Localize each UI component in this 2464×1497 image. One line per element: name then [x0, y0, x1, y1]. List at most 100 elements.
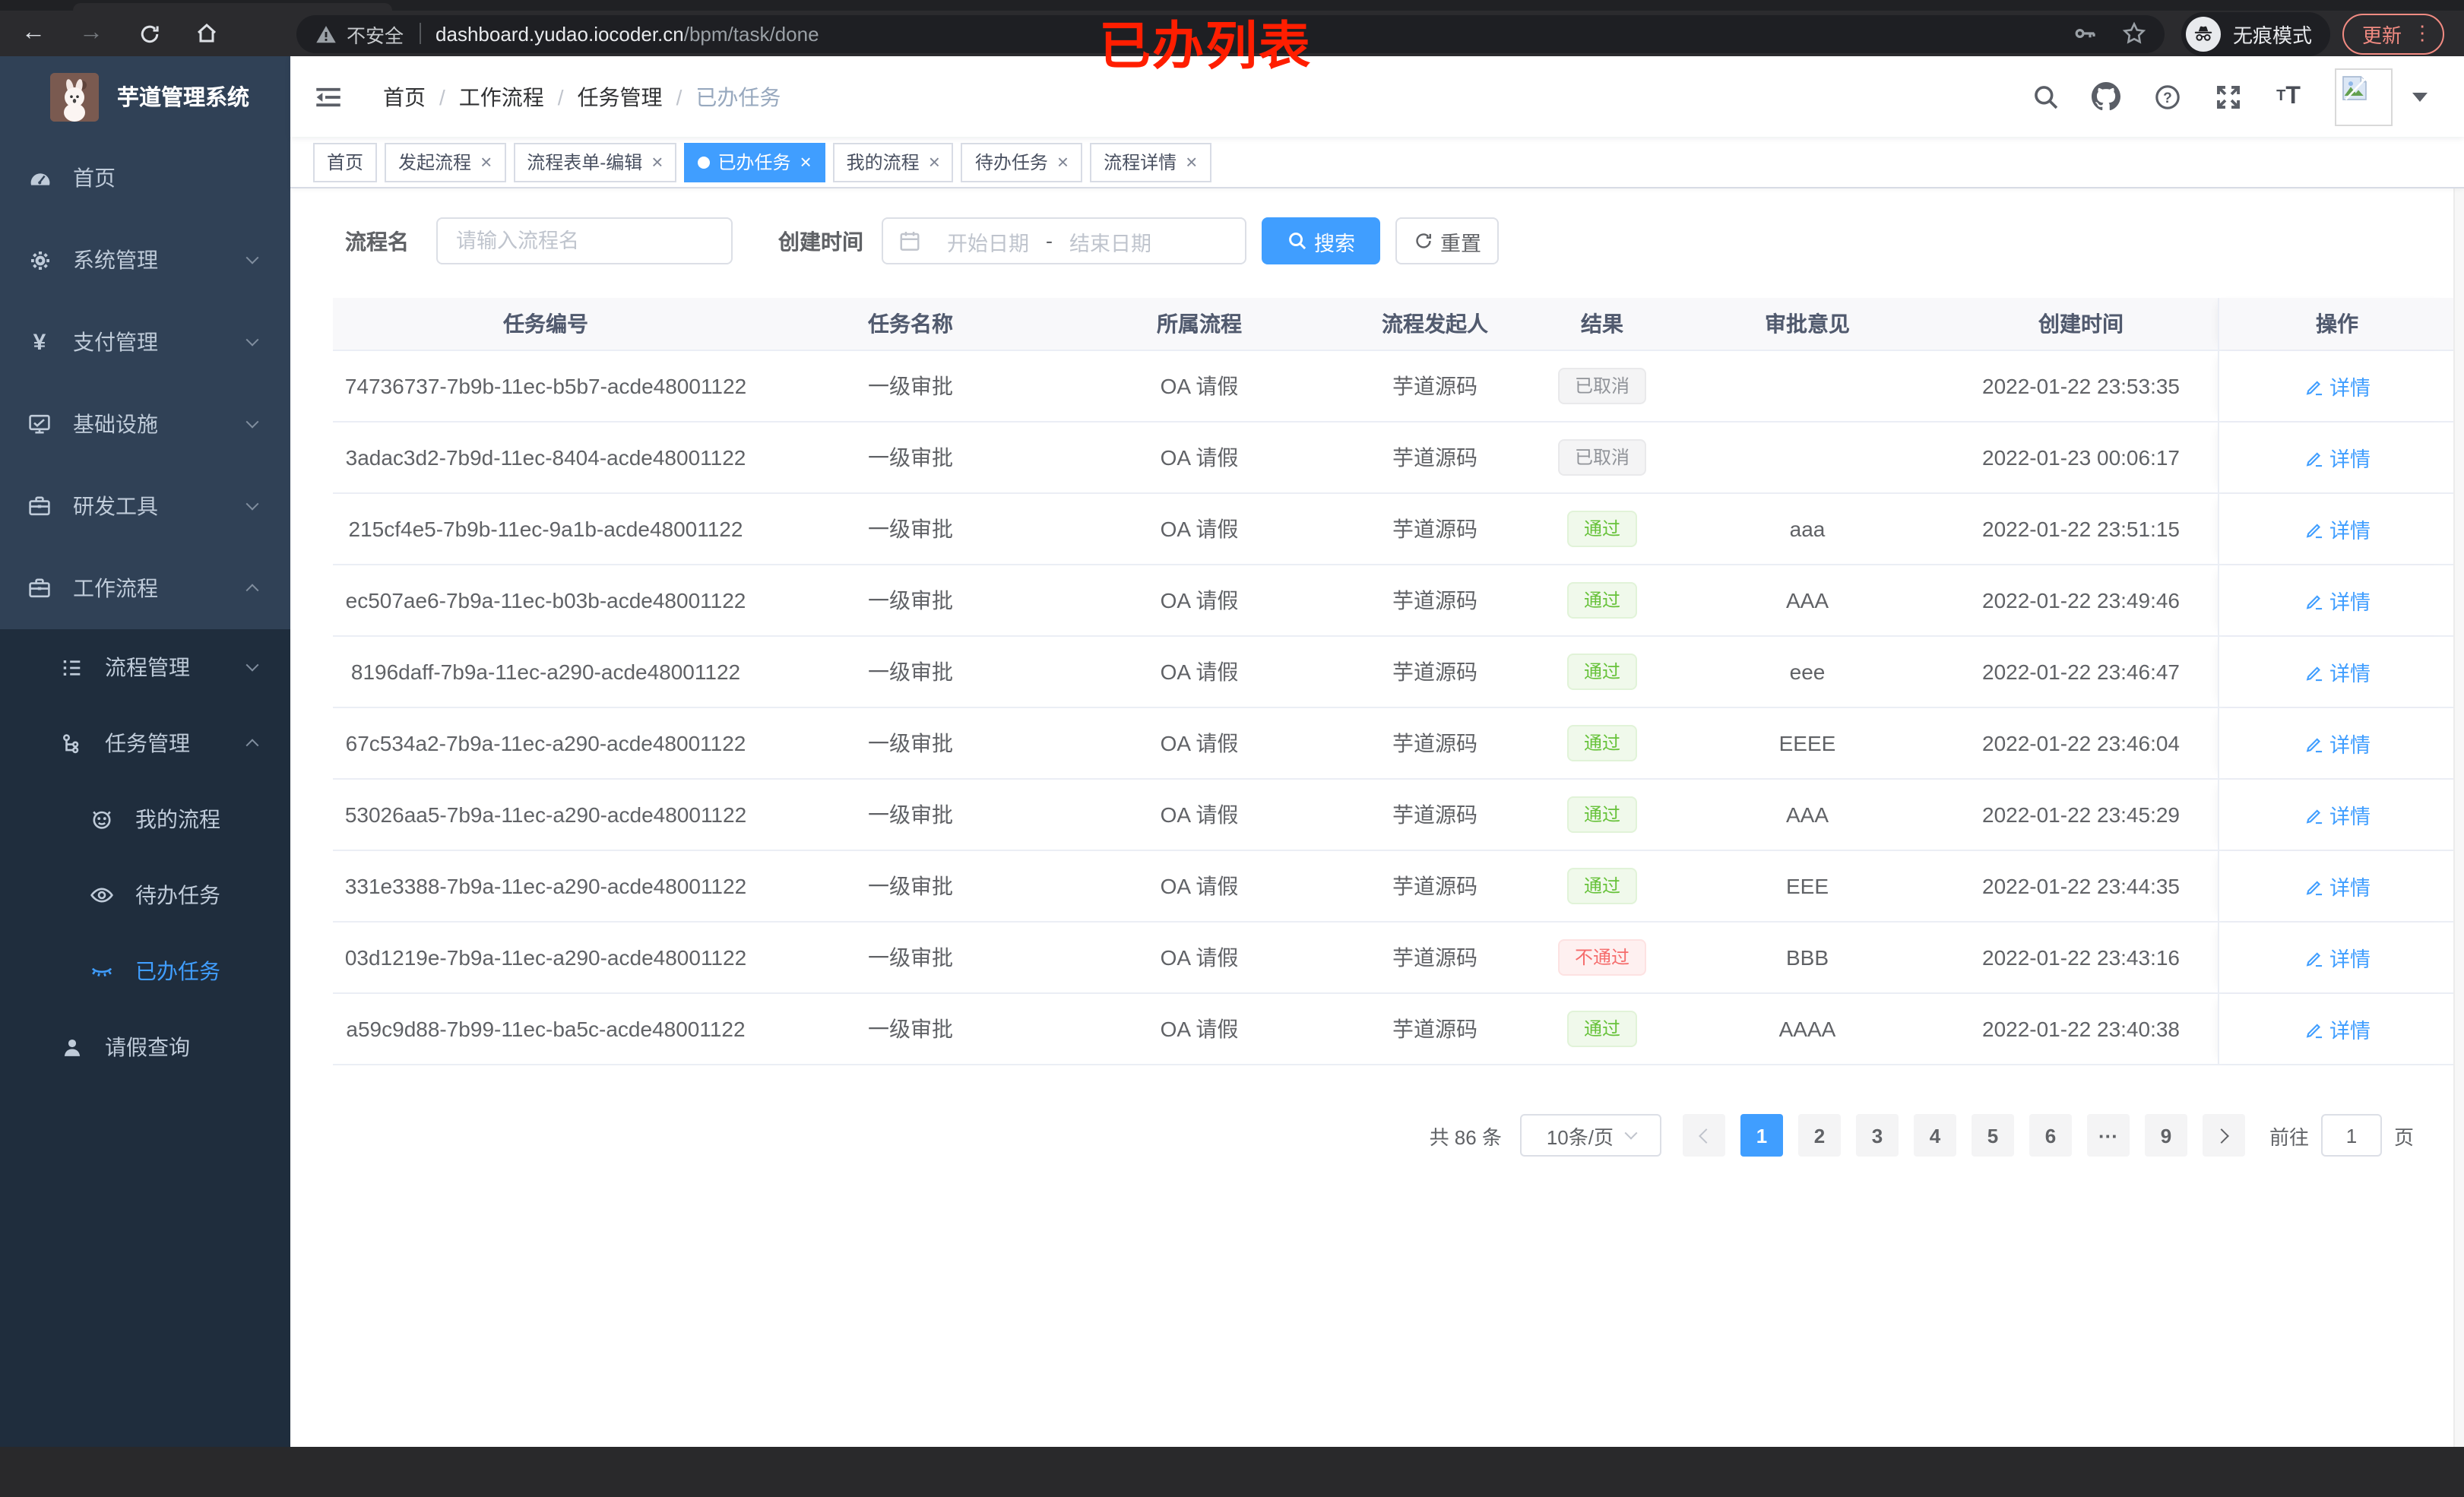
page-button-4[interactable]: 4: [1913, 1114, 1956, 1157]
detail-link[interactable]: 详情: [2304, 871, 2371, 901]
sidebar-item-label: 研发工具: [73, 494, 158, 518]
prev-page-button[interactable]: [1682, 1114, 1725, 1157]
breadcrumb-home[interactable]: 首页: [383, 84, 426, 109]
app-logo-row[interactable]: 芋道管理系统: [0, 56, 290, 137]
detail-link[interactable]: 详情: [2304, 442, 2371, 473]
page-button-3[interactable]: 3: [1855, 1114, 1899, 1157]
page-button-6[interactable]: 6: [2029, 1114, 2072, 1157]
page-button-1[interactable]: 1: [1740, 1114, 1783, 1157]
sidebar-item-my-process[interactable]: 我的流程: [0, 781, 290, 857]
breadcrumb: 首页 / 工作流程 / 任务管理 / 已办任务: [383, 81, 781, 112]
breadcrumb-separator: /: [676, 84, 683, 109]
key-icon[interactable]: [2073, 21, 2098, 46]
back-button[interactable]: ←: [21, 20, 46, 46]
page-button-9[interactable]: 9: [2144, 1114, 2187, 1157]
help-icon[interactable]: ?: [2152, 82, 2181, 111]
breadcrumb-task-mgmt[interactable]: 任务管理: [577, 84, 663, 109]
start-date-input[interactable]: 开始日期: [947, 232, 1029, 255]
tab-process-detail[interactable]: 流程详情 ×: [1090, 142, 1211, 182]
refresh-button[interactable]: [128, 14, 170, 53]
sidebar-toggle-icon[interactable]: [313, 81, 344, 112]
table-row: 331e3388-7b9a-11ec-a290-acde48001122 一级审批…: [333, 851, 2455, 923]
tab-todo-tasks[interactable]: 待办任务 ×: [961, 142, 1083, 182]
tab-my-process[interactable]: 我的流程 ×: [832, 142, 954, 182]
search-icon[interactable]: [2031, 82, 2060, 111]
svg-text:?: ?: [2162, 90, 2171, 106]
sidebar-item-workflow[interactable]: 工作流程: [0, 547, 290, 629]
chevron-icon: [245, 739, 259, 752]
avatar[interactable]: [2335, 68, 2393, 125]
breadcrumb-workflow[interactable]: 工作流程: [458, 84, 544, 109]
tab-done-tasks[interactable]: 已办任务 ×: [684, 142, 825, 182]
detail-link[interactable]: 详情: [2304, 942, 2371, 973]
sidebar-item-devtools[interactable]: 研发工具: [0, 465, 290, 547]
close-icon-my-process[interactable]: ×: [928, 150, 940, 173]
detail-link[interactable]: 详情: [2304, 1014, 2371, 1044]
scrollbar-track[interactable]: [2453, 56, 2464, 1447]
sidebar-item-done-tasks[interactable]: 已办任务: [0, 933, 290, 1009]
sidebar-item-infra[interactable]: 基础设施: [0, 383, 290, 465]
browser-menu-icon[interactable]: ⋮: [2412, 21, 2433, 44]
page-size-value: 10条/页: [1546, 1125, 1614, 1148]
date-range-picker[interactable]: 开始日期 - 结束日期: [882, 217, 1246, 264]
update-button[interactable]: 更新 ⋮: [2342, 13, 2445, 54]
avatar-caret-icon[interactable]: [2412, 92, 2428, 101]
page-size-select[interactable]: 10条/页: [1519, 1114, 1661, 1157]
incognito-badge: 无痕模式: [2181, 11, 2331, 55]
task-id-cell: 53026aa5-7b9a-11ec-a290-acde48001122: [344, 802, 747, 827]
monitor-icon: [27, 412, 52, 436]
fullscreen-icon[interactable]: [2213, 82, 2242, 111]
result-badge: 已取消: [1557, 368, 1646, 404]
sidebar-item-leave-query[interactable]: 请假查询: [0, 1009, 290, 1085]
url-host: dashboard.yudao.iocoder.cn: [435, 22, 684, 45]
opinion-cell: EEE: [1785, 874, 1829, 898]
home-button[interactable]: [185, 14, 228, 53]
created-cell: 2022-01-22 23:53:35: [1982, 374, 2180, 398]
opinion-cell: aaa: [1789, 517, 1826, 541]
tab-home[interactable]: 首页: [313, 142, 378, 182]
detail-link[interactable]: 详情: [2304, 728, 2371, 758]
incognito-label: 无痕模式: [2233, 24, 2313, 46]
result-badge: 已取消: [1557, 439, 1646, 476]
end-date-input[interactable]: 结束日期: [1069, 232, 1151, 255]
close-icon-start-process[interactable]: ×: [480, 150, 492, 173]
sidebar-item-task-mgmt[interactable]: 任务管理: [0, 705, 290, 781]
process-name-input[interactable]: [436, 217, 733, 264]
browser-tab[interactable]: [73, 3, 392, 11]
starter-cell: 芋道源码: [1392, 374, 1477, 398]
close-icon-process-detail[interactable]: ×: [1186, 150, 1198, 173]
close-icon-form-edit[interactable]: ×: [651, 150, 664, 173]
search-button[interactable]: 搜索: [1262, 217, 1380, 264]
address-bar[interactable]: 不安全 dashboard.yudao.iocoder.cn /bpm/task…: [296, 14, 2165, 52]
result-cell: 通过: [1534, 708, 1671, 778]
tab-start-process[interactable]: 发起流程 ×: [385, 142, 506, 182]
forward-button[interactable]: →: [79, 20, 103, 46]
detail-link[interactable]: 详情: [2304, 514, 2371, 544]
more-pages-button[interactable]: ···: [2086, 1114, 2130, 1157]
sidebar-item-payment[interactable]: ¥ 支付管理: [0, 301, 290, 383]
sidebar-item-system[interactable]: 系统管理: [0, 219, 290, 301]
sidebar-item-todo-tasks[interactable]: 待办任务: [0, 857, 290, 933]
sidebar-item-home[interactable]: 首页: [0, 137, 290, 219]
sidebar-item-process-mgmt[interactable]: 流程管理: [0, 629, 290, 705]
detail-link[interactable]: 详情: [2304, 371, 2371, 401]
jump-page-input[interactable]: [2320, 1114, 2382, 1157]
process-cell: OA 请假: [1160, 445, 1239, 470]
page-button-5[interactable]: 5: [1971, 1114, 2014, 1157]
bookmark-star-icon[interactable]: [2122, 21, 2146, 46]
page-button-2[interactable]: 2: [1797, 1114, 1841, 1157]
edit-pen-icon: [2304, 519, 2323, 539]
next-page-button[interactable]: [2202, 1114, 2245, 1157]
reset-button[interactable]: 重置: [1395, 217, 1499, 264]
github-icon[interactable]: [2092, 82, 2120, 111]
close-icon-done-tasks[interactable]: ×: [800, 150, 812, 173]
detail-link[interactable]: 详情: [2304, 657, 2371, 687]
detail-link[interactable]: 详情: [2304, 585, 2371, 616]
close-icon-todo-tasks[interactable]: ×: [1056, 150, 1069, 173]
tab-label: 流程表单-编辑: [527, 152, 643, 173]
user-icon: [59, 1035, 84, 1059]
tab-form-edit[interactable]: 流程表单-编辑 ×: [513, 142, 677, 182]
security-label[interactable]: 不安全: [347, 25, 404, 46]
detail-link[interactable]: 详情: [2304, 799, 2371, 830]
